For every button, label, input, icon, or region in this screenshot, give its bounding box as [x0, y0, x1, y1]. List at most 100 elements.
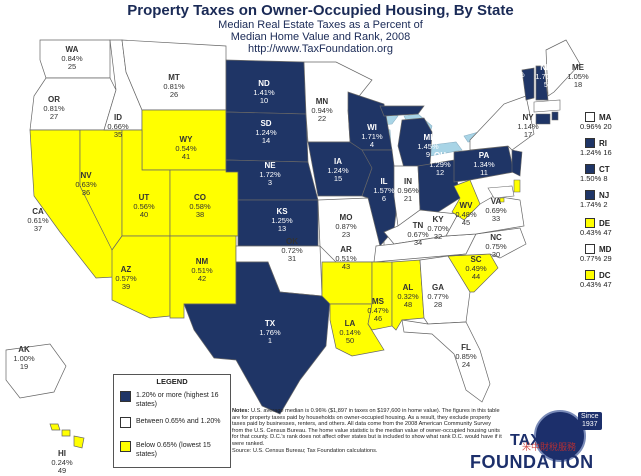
state-abbr: KS [276, 207, 288, 216]
state-pct: 0.48% [455, 210, 477, 219]
state-rank: 30 [492, 250, 500, 259]
state-pct: 1.00% [13, 354, 35, 363]
legend-swatch-low [120, 441, 131, 452]
state-label-la: LA0.14%50 [339, 319, 361, 345]
state-label-nc: NC0.75%30 [485, 233, 507, 259]
state-rank: 43 [342, 262, 350, 271]
state-abbr: ID [114, 113, 122, 122]
ne-abbr: RI [599, 138, 607, 148]
ne-value-ma: 0.96% 20 [580, 122, 612, 131]
state-pct: 1.24% [327, 166, 349, 175]
state-pct: 1.70% [535, 72, 557, 81]
state-rank: 48 [404, 300, 412, 309]
state-pct: 0.77% [427, 292, 449, 301]
ne-value-nj: 1.74% 2 [580, 200, 608, 209]
state-pct: 0.81% [43, 104, 65, 113]
state-rank: 36 [82, 188, 90, 197]
state-label-in: IN0.96%21 [397, 177, 419, 203]
state-rank: 12 [436, 168, 444, 177]
logo-since-badge: Since 1937 [578, 412, 602, 430]
state-rank: 17 [524, 130, 532, 139]
state-abbr: AL [403, 283, 414, 292]
legend-item-low: Below 0.65% (lowest 15 states) [120, 441, 226, 459]
state-pct: 1.72% [259, 170, 281, 179]
ne-swatch [585, 218, 595, 228]
state-rank: 35 [114, 130, 122, 139]
state-rank: 37 [34, 224, 42, 233]
state-pct: 1.29% [429, 160, 451, 169]
watermark-text: 米中財稅服務 [522, 442, 577, 452]
legend-swatch-high [120, 391, 131, 402]
ne-abbr: MA [599, 112, 612, 122]
state-pct: 0.70% [427, 224, 449, 233]
ne-abbr: DC [599, 270, 611, 280]
state-md [487, 185, 515, 199]
state-pct: 0.56% [133, 202, 155, 211]
legend-item-mid: Between 0.65% and 1.20% [120, 417, 226, 428]
state-abbr: WA [66, 45, 79, 54]
state-pct: 1.41% [253, 88, 275, 97]
state-pct: 0.14% [339, 328, 361, 337]
state-ak [5, 343, 67, 399]
ne-value-dc: 0.43% 47 [580, 280, 612, 289]
state-pct: 0.96% [397, 186, 419, 195]
state-pct: 1.24% [255, 128, 277, 137]
state-pct: 1.45% [417, 142, 439, 151]
state-abbr: LA [345, 319, 356, 328]
state-fl [401, 319, 491, 403]
state-pct: 1.05% [567, 72, 589, 81]
state-abbr: OK [286, 237, 298, 246]
notes-label: Notes: [232, 408, 250, 414]
state-pct: 0.61% [27, 216, 49, 225]
state-pct: 0.57% [115, 274, 137, 283]
notes-text: U.S. average median is 0.96% ($1,897 in … [232, 408, 502, 447]
ne-swatch [585, 270, 595, 280]
state-label-mo: MO0.87%23 [335, 213, 357, 239]
state-abbr: NE [264, 161, 276, 170]
state-label-ne: NE1.72%3 [259, 161, 281, 187]
ne-swatch [585, 164, 595, 174]
state-rank: 4 [370, 140, 374, 149]
state-pct: 1.14% [517, 122, 539, 131]
state-label-wa: WA0.84%25 [61, 45, 83, 71]
state-pct: 1.53% [503, 70, 525, 79]
state-rank: 38 [196, 210, 204, 219]
logo-year-text: 1937 [581, 421, 598, 428]
state-label-ok: OK0.72%31 [281, 237, 303, 263]
state-abbr: OH [434, 151, 446, 160]
state-abbr: KY [432, 215, 444, 224]
state-rank: 34 [414, 238, 422, 247]
state-abbr: AZ [121, 265, 132, 274]
state-abbr: VT [509, 61, 519, 70]
state-abbr: IN [404, 177, 412, 186]
state-label-mt: MT0.81%26 [163, 73, 185, 99]
state-label-ar: AR0.51%43 [335, 245, 357, 271]
state-label-va: VA0.69%33 [485, 197, 507, 223]
state-rank: 27 [50, 112, 58, 121]
state-label-co: CO0.58%38 [189, 193, 211, 219]
state-label-oh: OH1.29%12 [429, 151, 451, 177]
state-rank: 28 [434, 300, 442, 309]
capitol-dome-logo [534, 410, 586, 462]
ne-value-ct: 1.50% 8 [580, 174, 608, 183]
state-abbr: CA [32, 207, 44, 216]
state-rank: 33 [492, 214, 500, 223]
state-ri [551, 111, 559, 121]
state-pct: 0.94% [311, 106, 333, 115]
source-url: http://www.TaxFoundation.org [248, 43, 393, 55]
legend-item-high: 1.20% or more (highest 16 states) [120, 391, 226, 409]
state-rank: 9 [426, 150, 430, 159]
legend-label-low: Below 0.65% (lowest 15 states) [136, 442, 211, 458]
state-abbr: PA [479, 151, 490, 160]
state-rank: 18 [574, 80, 582, 89]
state-label-tn: TN0.67%34 [407, 221, 429, 247]
state-pct: 0.85% [455, 352, 477, 361]
state-rank: 21 [404, 194, 412, 203]
state-rank: 5 [544, 80, 548, 89]
state-abbr: IL [380, 177, 387, 186]
state-ct [535, 113, 551, 125]
state-pct: 1.76% [259, 328, 281, 337]
state-label-fl: FL0.85%24 [455, 343, 477, 369]
state-label-ms: MS0.47%46 [367, 297, 389, 323]
